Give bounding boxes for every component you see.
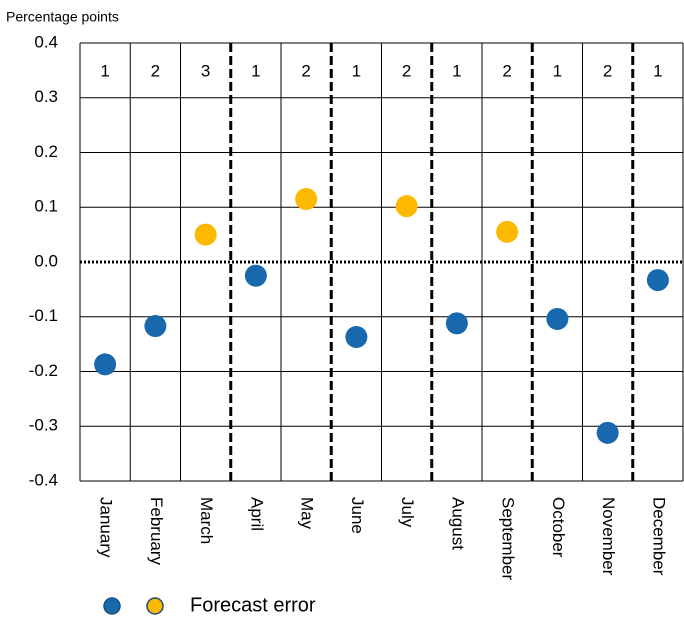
row-label: 1 [251,61,260,80]
x-tick-label: January [97,497,116,558]
data-point [94,353,117,376]
x-tick-label: September [499,497,518,580]
row-label: 1 [352,61,361,80]
row-label: 1 [653,61,662,80]
x-tick-label: February [147,497,166,566]
x-tick-label: October [549,497,568,558]
row-label: 1 [100,61,109,80]
data-point [496,220,519,243]
data-point [395,195,418,218]
legend-marker [103,597,121,615]
x-tick-label: August [448,497,467,550]
row-label: 2 [151,61,160,80]
row-label: 2 [603,61,612,80]
data-point [345,326,368,349]
x-tick-label: July [398,497,417,528]
row-label: 1 [553,61,562,80]
y-tick-label: -0.1 [29,306,58,325]
row-label: 3 [201,61,210,80]
x-tick-label: April [247,497,266,531]
data-point [194,223,217,246]
legend-label: Forecast error [190,594,316,616]
row-label: 2 [402,61,411,80]
y-axis-label: Percentage points [6,9,119,25]
data-point [546,307,569,330]
row-label: 2 [301,61,310,80]
y-tick-label: 0.2 [34,142,58,161]
data-point [295,188,318,211]
data-point [144,315,167,338]
data-point [244,264,267,287]
data-point [445,312,468,335]
x-tick-label: November [599,497,618,576]
row-label: 1 [452,61,461,80]
y-tick-label: -0.3 [29,416,58,435]
x-tick-label: May [298,497,317,530]
x-tick-label: December [649,497,668,576]
legend-marker [146,597,164,615]
y-tick-label: 0.3 [34,87,58,106]
row-label: 2 [502,61,511,80]
y-tick-label: 0.0 [34,251,58,270]
data-point [596,421,619,444]
y-tick-label: -0.2 [29,361,58,380]
y-tick-label: 0.4 [34,32,58,51]
y-tick-label: 0.1 [34,197,58,216]
data-point [646,269,669,292]
x-tick-label: June [348,497,367,534]
y-tick-label: -0.4 [29,470,58,489]
x-tick-label: March [197,497,216,544]
